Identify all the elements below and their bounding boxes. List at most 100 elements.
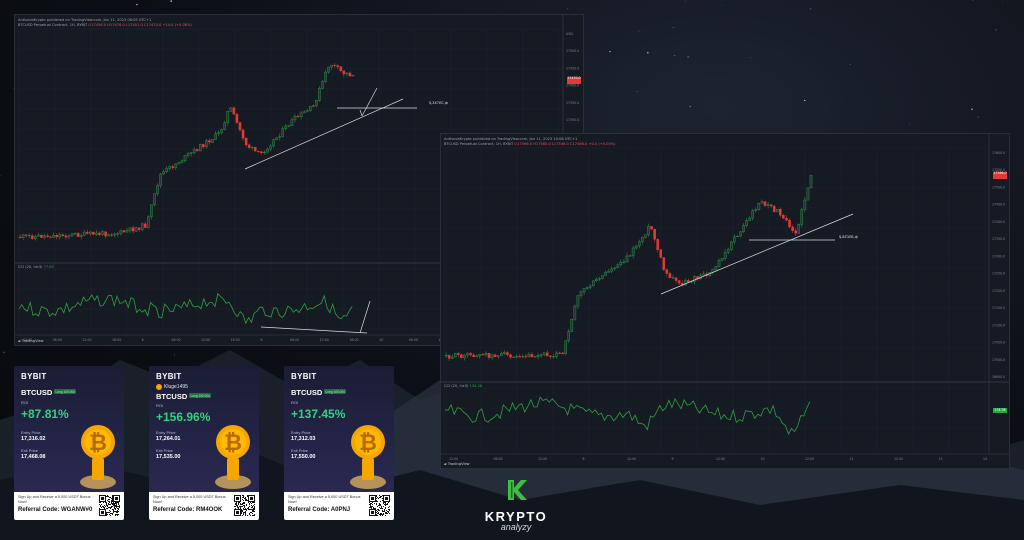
- chart-symbol-line: BTCUSD Perpetual Contract, 1H, BYBIT O17…: [18, 23, 192, 27]
- candle: [506, 352, 509, 355]
- bybit-logo: BYBIT: [291, 372, 317, 381]
- candle: [628, 255, 632, 257]
- candle: [131, 227, 135, 232]
- referral-code: Referral Code: A0PNJ: [288, 507, 351, 513]
- candle: [52, 234, 55, 238]
- candle: [192, 149, 196, 153]
- candle: [573, 305, 577, 320]
- candle: [180, 160, 184, 163]
- candle: [269, 145, 272, 150]
- price-chart-right[interactable]: 17600.0 17550.0 17500.0 17450.0 17400.0 17350…: [441, 134, 1009, 468]
- candle: [37, 234, 40, 237]
- time-axis-label: 06:00: [53, 338, 62, 342]
- oscillator-label: CCI (20, hlc3): [18, 265, 43, 269]
- chart-author-line: AntisnobKrypto published on TradingView.…: [18, 18, 152, 22]
- candle: [570, 319, 574, 332]
- candle: [43, 235, 46, 238]
- star: [997, 63, 999, 65]
- price-axis-label: 17400.0: [566, 84, 579, 88]
- candle: [34, 235, 37, 239]
- candle: [481, 354, 485, 356]
- candle: [250, 146, 254, 148]
- candle: [720, 258, 724, 261]
- qr-code-icon[interactable]: [369, 495, 390, 516]
- candle: [168, 166, 172, 169]
- candle: [49, 236, 52, 238]
- candle: [634, 245, 638, 249]
- price-axis-label: USD: [566, 32, 573, 36]
- star: [0, 174, 1, 176]
- candle: [229, 107, 233, 112]
- candle: [800, 209, 804, 225]
- qr-code-icon[interactable]: [234, 495, 255, 516]
- candle: [31, 235, 34, 239]
- candle: [702, 273, 705, 276]
- chart-author-line: AntisnobKrypto published on TradingView.…: [444, 137, 578, 141]
- candle: [275, 137, 278, 140]
- candle: [223, 122, 226, 130]
- price-axis-label: 17300.0: [566, 118, 579, 122]
- svg-text:₿: ₿: [89, 431, 107, 456]
- price-chart-left[interactable]: USD 17500.0 17450.0 17400.0 17350.0 17300.0 17…: [15, 15, 583, 345]
- candle: [290, 119, 294, 126]
- star: [3, 351, 5, 353]
- star: [567, 8, 569, 10]
- candle: [536, 354, 540, 357]
- candle: [668, 273, 672, 279]
- bybit-trade-card-1: BYBIT BTCUSD Long 100.00x ROI +87.81% En…: [14, 366, 124, 520]
- candle: [545, 352, 549, 357]
- candle: [238, 122, 242, 131]
- candle: [457, 353, 460, 355]
- candle: [665, 269, 669, 274]
- qr-code-icon[interactable]: [99, 495, 120, 516]
- candle: [644, 234, 647, 238]
- price-axis-label: 17350.0: [992, 237, 1005, 241]
- candle: [730, 241, 733, 250]
- star: [172, 13, 173, 14]
- candle: [683, 280, 687, 286]
- candle: [125, 230, 129, 233]
- time-axis-label: 12:00: [449, 457, 458, 461]
- candle: [202, 144, 205, 148]
- exit-price-value: 17,535.00: [156, 454, 181, 460]
- candle: [717, 260, 721, 267]
- entry-price-value: 17,316.02: [21, 436, 46, 442]
- candle: [604, 272, 607, 276]
- entry-price-label: Entry Price: [291, 430, 311, 435]
- candle: [748, 217, 751, 221]
- roi-value: +156.96%: [156, 410, 211, 424]
- candle: [490, 354, 494, 358]
- candle: [315, 100, 318, 106]
- bitcoin-rocket-icon: ₿: [350, 425, 386, 489]
- trend-line: [260, 326, 368, 334]
- candle: [757, 203, 761, 211]
- candle: [671, 277, 675, 279]
- price-axis-label: 17450.0: [566, 66, 579, 70]
- candle: [73, 233, 77, 235]
- entry-price-label: Entry Price: [156, 430, 176, 435]
- symbol-text: BTCUSD Perpetual Contract, 1H, BYBIT: [18, 23, 88, 27]
- candle: [220, 129, 223, 133]
- price-axis-label: 17400.0: [992, 220, 1005, 224]
- price-axis-label: 17550.0: [992, 168, 1005, 172]
- entry-price-value: 17,312.03: [291, 436, 316, 442]
- chart-window-right[interactable]: AntisnobKrypto published on TradingView.…: [440, 133, 1010, 469]
- candle: [46, 235, 49, 237]
- candle: [235, 114, 239, 123]
- price-axis-label: 17100.0: [992, 323, 1005, 327]
- time-axis-label: 9: [260, 338, 262, 342]
- candle: [302, 111, 306, 114]
- candle: [195, 149, 199, 152]
- candle: [450, 356, 454, 359]
- star: [972, 0, 974, 2]
- star: [672, 27, 674, 29]
- candle: [284, 125, 288, 129]
- last-price-tag: 17470.0: [567, 76, 581, 84]
- candle: [345, 72, 349, 75]
- star: [13, 88, 15, 89]
- time-axis-label: 10: [379, 338, 383, 342]
- candle: [601, 275, 604, 279]
- candle: [742, 225, 745, 232]
- candle: [736, 235, 739, 238]
- candle: [527, 354, 531, 357]
